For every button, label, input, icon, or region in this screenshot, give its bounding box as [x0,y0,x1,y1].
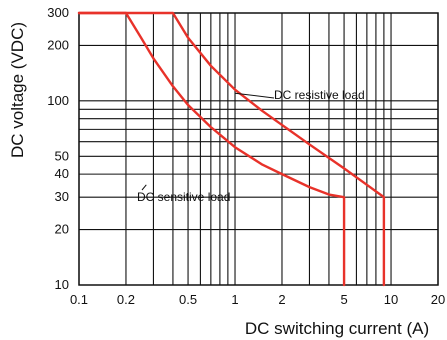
x-axis-title: DC switching current (A) [245,319,429,338]
y-tick-label: 100 [47,93,69,108]
annotation-label: DC sensitive load [137,190,230,204]
x-tick-label: 10 [384,292,398,307]
y-tick-label: 10 [55,277,69,292]
y-axis-title: DC voltage (VDC) [8,22,27,158]
annotation-leader [234,92,275,99]
x-tick-label: 20 [431,292,445,307]
annotation-label: DC resistive load [274,88,365,102]
x-tick-label: 1 [231,292,238,307]
y-tick-label: 20 [55,222,69,237]
y-tick-label: 200 [47,37,69,52]
tick-labels: 0.1 0.2 0.5 1 2 5 10 20 10 20 30 40 50 100 200 300 [47,5,445,307]
y-tick-label: 40 [55,166,69,181]
y-tick-label: 30 [55,189,69,204]
y-tick-label: 300 [47,5,69,20]
x-tick-label: 0.2 [117,292,135,307]
series-line-1 [77,11,346,287]
annotations: DC resistive load DC sensitive load [137,88,365,204]
series-layer [77,11,386,287]
x-tick-label: 0.1 [70,292,88,307]
annotation-leader [141,184,147,191]
series-line-2 [77,11,386,287]
y-tick-label: 50 [55,148,69,163]
x-tick-label: 0.5 [179,292,197,307]
x-tick-label: 5 [340,292,347,307]
x-tick-label: 2 [278,292,285,307]
plot-frame [78,12,439,286]
